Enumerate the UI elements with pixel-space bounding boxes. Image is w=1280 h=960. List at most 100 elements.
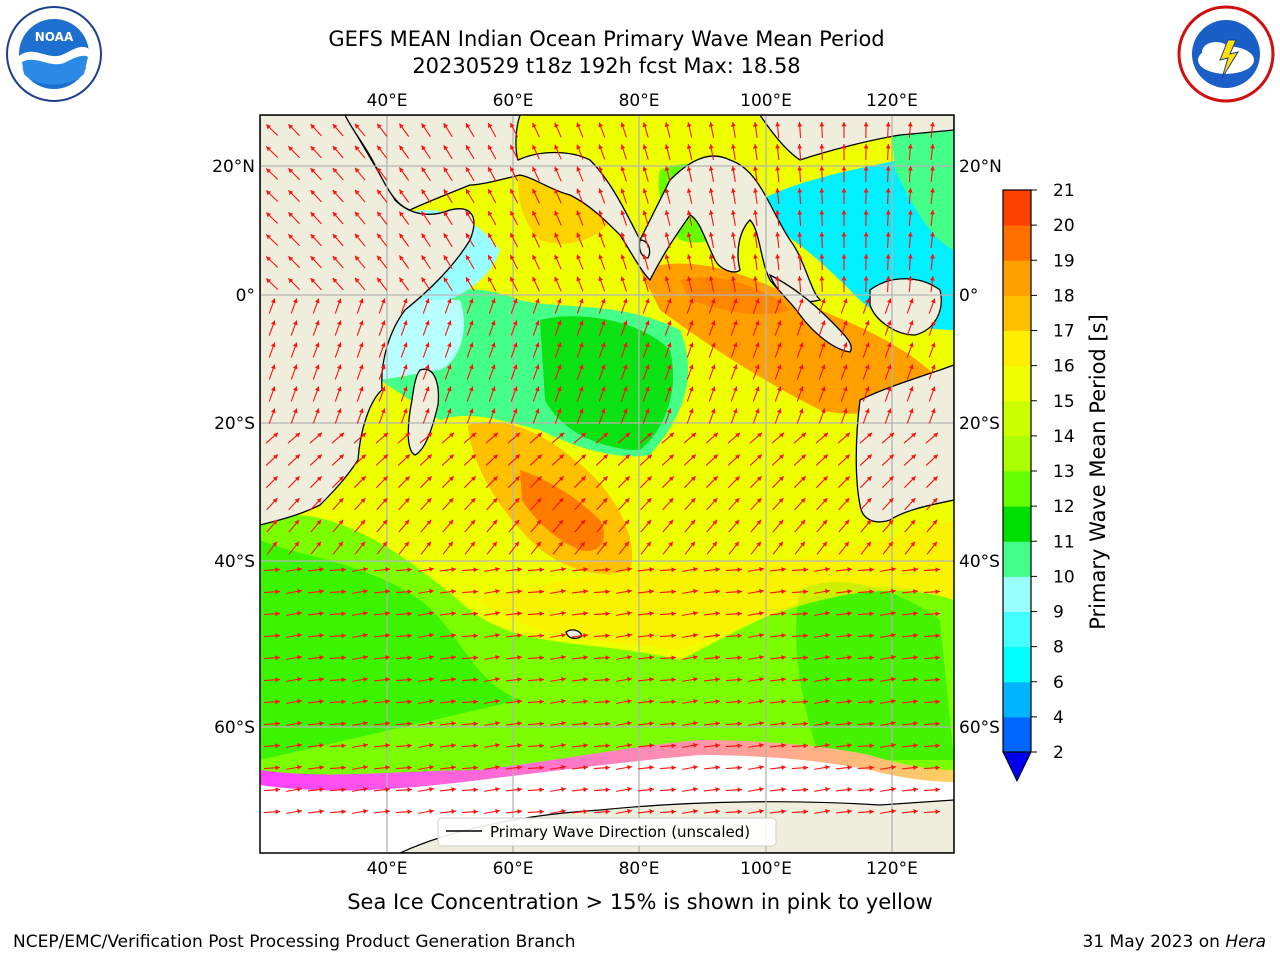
wave-arrow-head bbox=[275, 721, 280, 727]
wave-arrow-head bbox=[620, 166, 626, 172]
wave-arrow-head bbox=[693, 611, 698, 616]
wave-arrow-head bbox=[605, 677, 610, 683]
wave-arrow-head bbox=[671, 787, 676, 793]
wave-arrow-head bbox=[847, 611, 852, 616]
wave-arrow-head bbox=[515, 432, 521, 438]
southeast-green-zone bbox=[796, 581, 954, 760]
wave-arrow-head bbox=[341, 655, 346, 661]
wave-arrow-head bbox=[317, 432, 323, 438]
wave-arrow-head bbox=[825, 721, 830, 726]
wave-arrow-head bbox=[517, 787, 522, 792]
wave-arrow-head bbox=[845, 432, 851, 438]
wave-arrow-head bbox=[354, 277, 360, 283]
wave-arrow-head bbox=[488, 210, 493, 216]
wave-arrow-head bbox=[492, 519, 498, 525]
wave-arrow-head bbox=[798, 342, 804, 348]
wave-arrow-head bbox=[822, 498, 828, 503]
wave-arrow-head bbox=[869, 743, 874, 749]
wave-arrow-head bbox=[583, 655, 588, 660]
wave-arrow-head bbox=[310, 278, 316, 283]
wave-arrow-head bbox=[781, 567, 786, 572]
wave-arrow-head bbox=[319, 743, 324, 748]
wave-arrow-head bbox=[443, 167, 449, 173]
wave-arrow-head bbox=[443, 123, 449, 129]
wave-arrow-head bbox=[471, 432, 477, 438]
wave-arrow-head bbox=[275, 699, 280, 705]
wave-arrow-head bbox=[288, 234, 294, 240]
wave-arrow-head bbox=[294, 476, 300, 482]
wave-arrow-head bbox=[332, 277, 338, 283]
wave-arrow-head bbox=[620, 232, 626, 238]
wave-arrow-head bbox=[583, 633, 588, 638]
wave-arrow-head bbox=[930, 298, 936, 304]
wave-arrow-head bbox=[561, 743, 566, 748]
wave-arrow-head bbox=[776, 408, 782, 414]
wave-arrow-head bbox=[495, 611, 500, 616]
wave-arrow-head bbox=[581, 454, 586, 460]
wave-arrow-head bbox=[554, 188, 559, 194]
colorbar-segment bbox=[1003, 576, 1031, 612]
wave-arrow-head bbox=[380, 320, 386, 326]
wave-arrow-head bbox=[385, 655, 390, 660]
wave-arrow-head bbox=[294, 498, 300, 503]
wave-arrow-head bbox=[781, 743, 786, 748]
wave-arrow-head bbox=[332, 123, 338, 129]
wave-arrow-head bbox=[576, 188, 581, 194]
wave-arrow-head bbox=[576, 122, 581, 128]
wave-arrow-head bbox=[649, 567, 654, 572]
wave-arrow-head bbox=[620, 188, 626, 194]
wave-arrow-head bbox=[819, 122, 825, 127]
wave-arrow-head bbox=[510, 188, 515, 194]
wave-arrow-head bbox=[272, 519, 278, 525]
wave-arrow-head bbox=[534, 364, 540, 370]
wave-arrow-head bbox=[935, 765, 940, 771]
wave-arrow-head bbox=[561, 787, 566, 792]
wave-arrow-head bbox=[775, 122, 781, 127]
wave-arrow-head bbox=[798, 408, 804, 414]
wave-arrow-head bbox=[886, 320, 892, 326]
wave-arrow-head bbox=[514, 519, 520, 525]
wave-arrow-head bbox=[759, 699, 764, 704]
wave-arrow-head bbox=[288, 168, 294, 174]
wave-arrow-head bbox=[930, 166, 935, 171]
wave-arrow-head bbox=[583, 765, 588, 770]
wave-arrow-head bbox=[310, 168, 316, 173]
wave-arrow-head bbox=[354, 123, 360, 129]
wave-arrow-head bbox=[275, 611, 280, 617]
wave-arrow-head bbox=[825, 655, 830, 660]
lat-label: 60°S bbox=[959, 718, 1000, 738]
wave-arrow-head bbox=[664, 276, 670, 282]
wave-arrow-head bbox=[332, 189, 338, 195]
wave-arrow-head bbox=[473, 567, 478, 573]
wave-arrow-head bbox=[332, 167, 338, 173]
wave-arrow-head bbox=[270, 298, 276, 304]
wave-arrow-head bbox=[644, 364, 650, 370]
wave-arrow-head bbox=[310, 190, 316, 195]
wave-arrow-head bbox=[686, 276, 692, 282]
wave-arrow-head bbox=[863, 188, 869, 193]
wave-arrow-head bbox=[341, 611, 346, 617]
wave-arrow-head bbox=[888, 519, 894, 525]
wave-arrow-head bbox=[429, 765, 434, 770]
wave-arrow-head bbox=[797, 122, 803, 127]
colorbar-segment bbox=[1003, 541, 1031, 577]
wave-arrow-head bbox=[341, 787, 346, 793]
wave-arrow-head bbox=[605, 743, 610, 749]
wave-arrow-head bbox=[693, 655, 698, 660]
wave-arrow-head bbox=[735, 454, 740, 460]
wave-arrow-head bbox=[841, 210, 847, 215]
wave-arrow-head bbox=[869, 677, 874, 683]
colorbar-segment bbox=[1003, 400, 1031, 437]
wave-arrow-head bbox=[580, 476, 586, 482]
colorbar-extend-arrow bbox=[1002, 751, 1032, 783]
wave-arrow-head bbox=[735, 432, 741, 438]
colorbar-tick-label: 21 bbox=[1053, 181, 1075, 201]
wave-arrow-head bbox=[407, 567, 412, 573]
lat-label: 20°N bbox=[212, 157, 255, 177]
wave-arrow-head bbox=[737, 809, 742, 815]
wave-arrow-head bbox=[446, 320, 452, 326]
wave-arrow-head bbox=[273, 432, 279, 438]
wave-arrow-head bbox=[913, 589, 918, 594]
wave-arrow-head bbox=[686, 254, 692, 260]
wave-arrow-head bbox=[708, 232, 714, 237]
